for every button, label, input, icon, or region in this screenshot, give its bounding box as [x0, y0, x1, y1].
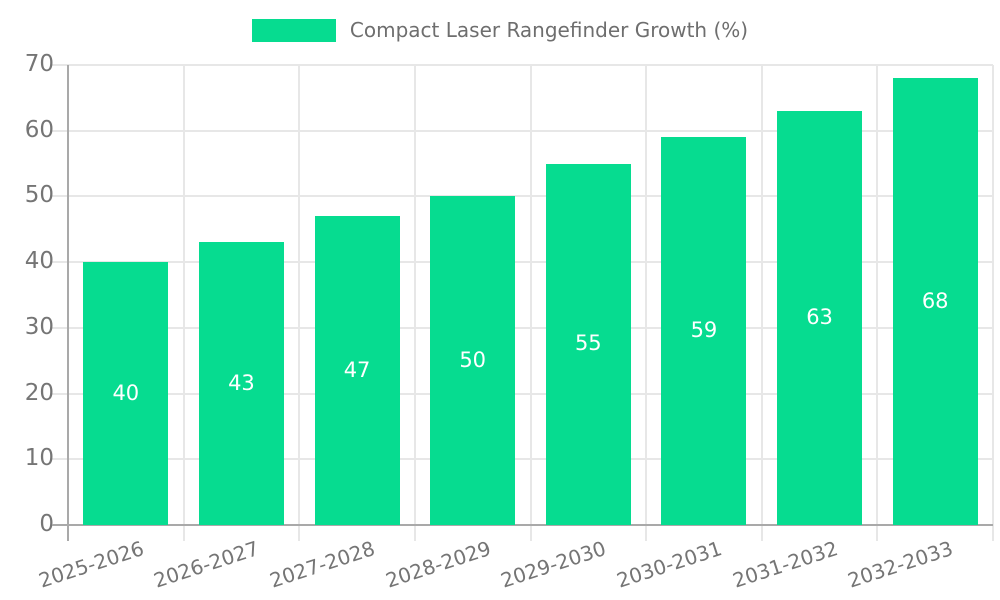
legend-swatch	[251, 18, 336, 42]
x-tick-label: 2028-2029	[382, 536, 494, 593]
x-tick-label: 2025-2026	[35, 536, 147, 593]
x-tick-mark	[182, 525, 185, 541]
y-tick-mark	[50, 129, 68, 132]
x-axis-line	[52, 524, 993, 526]
bar-value-label: 55	[574, 331, 602, 356]
y-tick-mark	[50, 392, 68, 395]
gridline-vertical	[529, 65, 532, 525]
bar	[314, 216, 400, 525]
bar-value-label: 59	[690, 318, 718, 343]
y-tick-label: 10	[24, 445, 54, 472]
y-tick-mark	[50, 326, 68, 329]
bar	[430, 196, 516, 525]
gridline-vertical	[182, 65, 185, 525]
x-tick-label: 2032-2033	[844, 536, 956, 593]
y-tick-label: 70	[24, 51, 54, 77]
gridline-vertical	[645, 65, 648, 525]
x-tick-label: 2026-2027	[151, 536, 263, 593]
bar-value-label: 63	[806, 305, 833, 329]
x-tick-mark	[760, 525, 763, 541]
gridline-vertical	[876, 65, 879, 525]
legend-label: Compact Laser Rangefinder Growth (%)	[349, 18, 749, 42]
gridline-vertical	[413, 65, 416, 525]
y-axis-line	[67, 65, 69, 541]
gridline-vertical	[298, 65, 301, 525]
gridline-vertical	[760, 65, 763, 525]
bar	[545, 163, 631, 525]
x-tick-mark	[529, 525, 532, 541]
bar	[198, 242, 284, 525]
y-tick-label: 40	[24, 248, 54, 275]
bar	[83, 262, 169, 525]
bar-value-label: 50	[459, 347, 487, 372]
y-tick-mark	[50, 261, 68, 264]
y-tick-mark	[50, 64, 68, 66]
gridline-vertical	[992, 65, 994, 525]
x-tick-label: 2027-2028	[266, 536, 378, 593]
y-tick-label: 60	[24, 116, 54, 143]
bar-value-label: 47	[343, 357, 371, 382]
x-tick-label: 2031-2032	[729, 536, 841, 593]
y-tick-label: 0	[39, 511, 54, 537]
x-tick-label: 2029-2030	[498, 536, 610, 593]
y-tick-label: 50	[24, 182, 54, 209]
y-tick-label: 20	[24, 379, 54, 406]
bar	[777, 111, 863, 525]
x-tick-mark	[645, 525, 648, 541]
x-tick-mark	[876, 525, 879, 541]
x-tick-label: 2030-2031	[613, 536, 725, 593]
y-tick-label: 30	[24, 313, 54, 340]
x-tick-mark	[413, 525, 416, 541]
bar-value-label: 40	[112, 380, 140, 405]
chart-legend: Compact Laser Rangefinder Growth (%)	[0, 18, 1000, 42]
bar	[892, 78, 978, 525]
bar-value-label: 43	[228, 370, 255, 395]
x-tick-mark	[992, 525, 994, 541]
bar-value-label: 68	[921, 288, 949, 313]
y-tick-mark	[50, 195, 68, 198]
x-tick-mark	[298, 525, 301, 541]
y-tick-mark	[50, 458, 68, 461]
bar	[661, 137, 747, 525]
